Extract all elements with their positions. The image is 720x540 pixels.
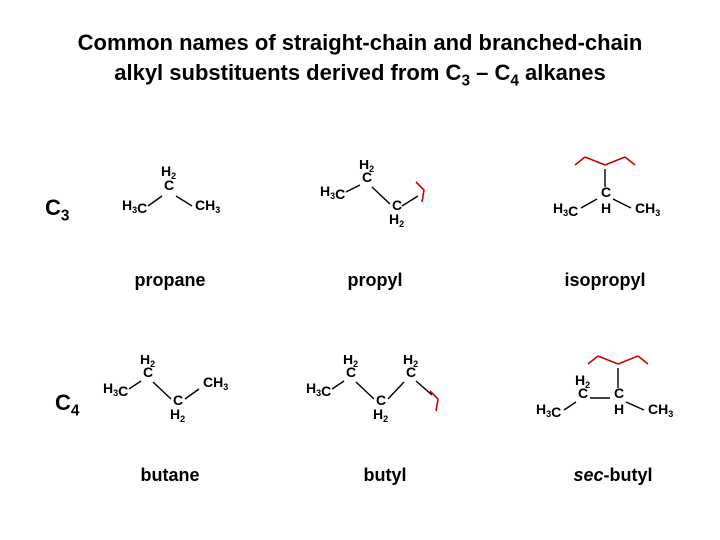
svg-text:CH3: CH3 [648,401,673,419]
structure-isopropyl: H3C CH CH3 [545,145,685,235]
svg-text:H2: H2 [343,355,358,369]
svg-text:H2: H2 [140,355,155,369]
compound-name-propyl: propyl [320,270,430,291]
svg-text:H2: H2 [575,372,590,390]
structure-butyl: H3CCH2CH2CH2 [300,355,480,435]
compound-name-butyl: butyl [330,465,440,486]
title-line2-post: alkanes [519,60,606,85]
page-title: Common names of straight-chain and branc… [50,28,670,92]
structure-propyl: H3CCH2CH2 [310,160,460,240]
svg-text:H3C: H3C [553,200,578,219]
svg-text:H2: H2 [359,160,374,174]
svg-text:H3C: H3C [306,380,331,399]
compound-name-secbutyl: sec-butyl [548,465,678,486]
structure-butane: H3CCH2CH2CH3 [95,355,255,435]
title-line1: Common names of straight-chain and branc… [78,30,643,55]
structure-propane: H3CCH2CH3 [110,160,230,230]
svg-text:H3C: H3C [536,401,561,420]
svg-text:H: H [614,401,624,417]
compound-name-butane: butane [115,465,225,486]
svg-text:H3C: H3C [320,183,345,202]
title-sub1: 3 [461,72,470,89]
title-line2-pre: alkyl substituents derived from C [114,60,461,85]
compound-name-propane: propane [115,270,225,291]
svg-text:H2: H2 [389,211,404,229]
structure-secbutyl: H3CCH2CHCH3 [530,340,700,440]
row-label-C4: C4 [55,390,79,420]
svg-text:H3C: H3C [103,380,128,399]
title-line2-mid: – C [470,60,510,85]
svg-text:H2: H2 [161,163,176,181]
svg-text:H3C: H3C [122,197,147,216]
svg-text:CH3: CH3 [195,197,220,215]
svg-text:CH3: CH3 [635,200,660,218]
svg-text:H2: H2 [170,406,185,424]
svg-text:H2: H2 [403,355,418,369]
svg-text:C: C [601,184,611,200]
compound-name-isopropyl: isopropyl [540,270,670,291]
svg-text:C: C [614,385,624,401]
svg-text:H: H [601,200,611,216]
svg-text:H2: H2 [373,406,388,424]
row-label-C3: C3 [45,195,69,225]
title-sub2: 4 [510,72,519,89]
svg-text:CH3: CH3 [203,374,228,392]
